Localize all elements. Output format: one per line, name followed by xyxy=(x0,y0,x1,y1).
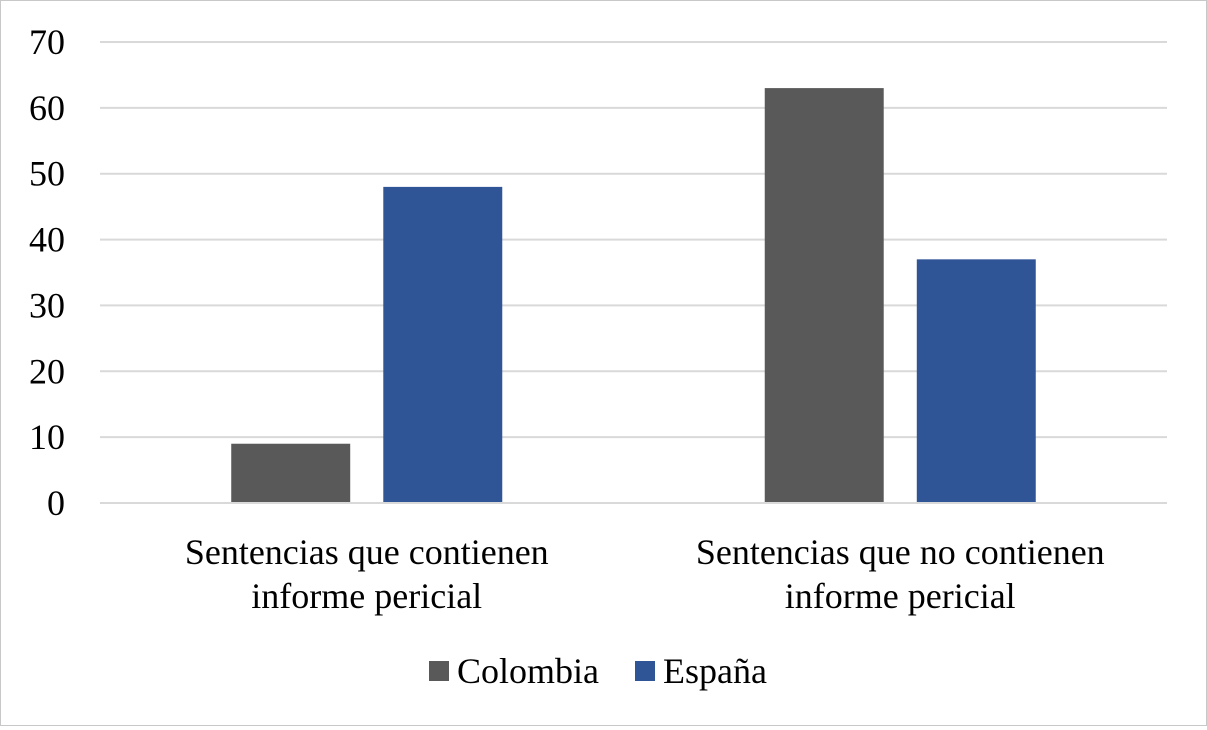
x-category-label: informe pericial xyxy=(251,576,482,616)
bar-españa-1 xyxy=(383,186,503,503)
legend-swatch-españa xyxy=(635,661,655,681)
y-tick-label: 50 xyxy=(29,154,65,194)
bar-españa-2 xyxy=(916,259,1036,503)
y-axis-ticks: 0 10 20 30 40 50 60 70 xyxy=(29,22,65,523)
y-tick-label: 0 xyxy=(47,483,65,523)
y-tick-label: 70 xyxy=(29,22,65,62)
legend-label: España xyxy=(663,651,767,691)
y-tick-label: 60 xyxy=(29,88,65,128)
x-category-label: Sentencias que no contienen xyxy=(696,532,1105,572)
x-category-label: Sentencias que contienen xyxy=(185,532,549,572)
gridlines xyxy=(100,41,1167,439)
bar-colombia-2 xyxy=(764,88,884,503)
bar-colombia-1 xyxy=(231,443,351,503)
y-tick-label: 10 xyxy=(29,417,65,457)
legend-label: Colombia xyxy=(457,651,599,691)
x-category-label: informe pericial xyxy=(785,576,1016,616)
y-tick-label: 20 xyxy=(29,351,65,391)
y-tick-label: 40 xyxy=(29,220,65,260)
legend: Colombia España xyxy=(429,651,767,691)
bars xyxy=(231,88,1036,503)
legend-swatch-colombia xyxy=(429,661,449,681)
y-tick-label: 30 xyxy=(29,285,65,325)
